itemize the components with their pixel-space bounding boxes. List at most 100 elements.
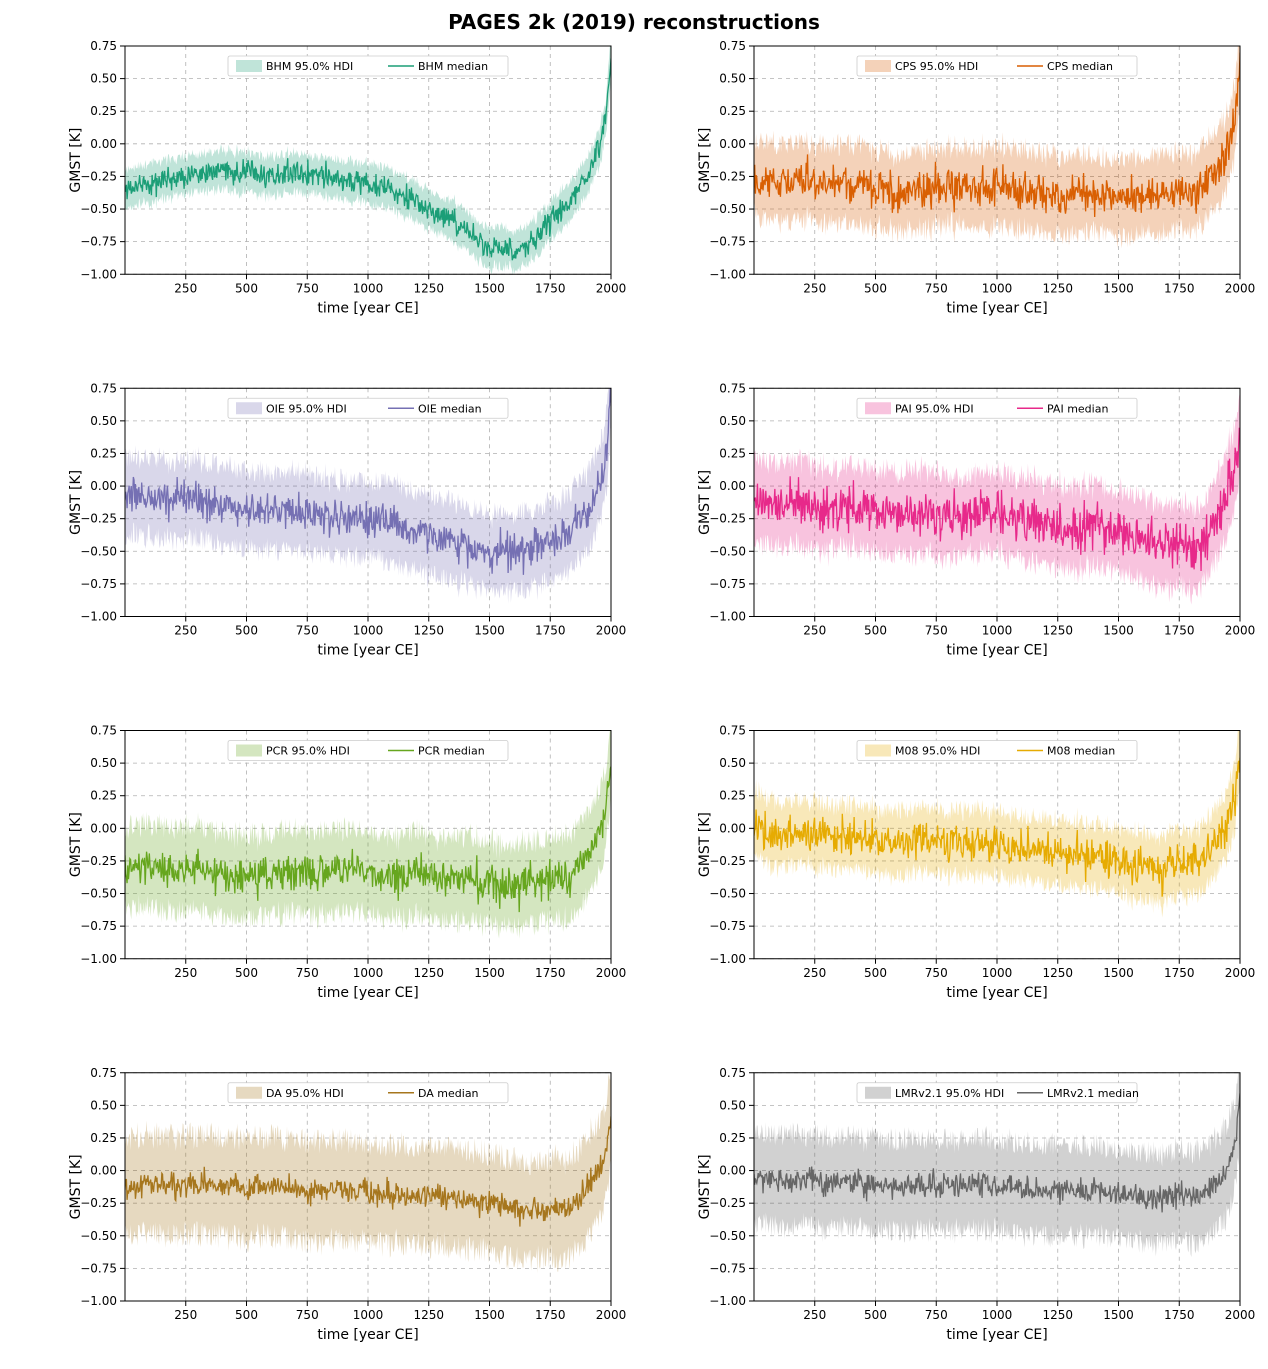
svg-text:−0.50: −0.50	[80, 202, 117, 216]
svg-text:2000: 2000	[1225, 966, 1256, 980]
x-axis-label: time [year CE]	[946, 300, 1047, 316]
svg-text:0.75: 0.75	[90, 724, 117, 738]
x-axis-label: time [year CE]	[317, 985, 418, 1001]
svg-text:500: 500	[235, 281, 258, 295]
svg-text:LMRv2.1 95.0% HDI: LMRv2.1 95.0% HDI	[895, 1087, 1004, 1100]
svg-text:0.25: 0.25	[90, 104, 117, 118]
legend-PCR: PCR 95.0% HDIPCR median	[228, 741, 508, 761]
svg-text:−0.25: −0.25	[80, 169, 117, 183]
svg-text:0.50: 0.50	[90, 414, 117, 428]
legend-CPS: CPS 95.0% HDI CPS median	[857, 56, 1137, 76]
panel-M08: 25050075010001250150017502000−1.00−0.75−…	[697, 715, 1255, 1000]
svg-text:−0.75: −0.75	[80, 1261, 117, 1275]
svg-text:1750: 1750	[1164, 966, 1195, 980]
svg-text:1750: 1750	[535, 624, 566, 638]
svg-text:2000: 2000	[1225, 1308, 1256, 1322]
svg-text:−1.00: −1.00	[709, 610, 746, 624]
legend-LMRv2.1: LMRv2.1 95.0% HDILMRv2.1 median	[857, 1083, 1139, 1103]
svg-text:750: 750	[925, 624, 948, 638]
svg-text:−0.50: −0.50	[709, 887, 746, 901]
svg-text:250: 250	[803, 624, 826, 638]
svg-text:DA median: DA median	[418, 1087, 479, 1100]
svg-text:2000: 2000	[1225, 281, 1256, 295]
legend-DA: DA 95.0% HDIDA median	[228, 1083, 508, 1103]
svg-text:−0.75: −0.75	[709, 1261, 746, 1275]
svg-text:0.00: 0.00	[90, 137, 117, 151]
svg-text:1750: 1750	[535, 281, 566, 295]
svg-text:0.00: 0.00	[90, 479, 117, 493]
svg-text:−0.50: −0.50	[80, 887, 117, 901]
svg-text:CPS median: CPS median	[1047, 60, 1113, 73]
svg-text:−0.50: −0.50	[709, 1229, 746, 1243]
svg-text:−0.75: −0.75	[80, 577, 117, 591]
panel-CPS: 25050075010001250150017502000−1.00−0.75−…	[697, 16, 1255, 316]
svg-text:2000: 2000	[1225, 624, 1256, 638]
svg-text:1500: 1500	[1103, 1308, 1134, 1322]
svg-text:2000: 2000	[596, 966, 627, 980]
legend-OIE: OIE 95.0% HDI OIE median	[228, 398, 508, 418]
svg-text:1250: 1250	[1042, 966, 1073, 980]
svg-text:PCR 95.0% HDI: PCR 95.0% HDI	[266, 745, 350, 758]
svg-text:1000: 1000	[982, 966, 1013, 980]
svg-text:−1.00: −1.00	[80, 952, 117, 966]
svg-text:CPS 95.0% HDI: CPS 95.0% HDI	[895, 60, 978, 73]
svg-text:0.00: 0.00	[719, 479, 746, 493]
svg-text:−0.25: −0.25	[80, 854, 117, 868]
svg-text:BHM median: BHM median	[418, 60, 488, 73]
svg-text:750: 750	[925, 1308, 948, 1322]
svg-text:−0.50: −0.50	[709, 202, 746, 216]
y-axis-label: GMST [K]	[697, 128, 713, 193]
svg-text:0.50: 0.50	[719, 72, 746, 86]
svg-text:500: 500	[235, 624, 258, 638]
svg-text:1750: 1750	[1164, 624, 1195, 638]
hdi-band-LMRv2.1	[754, 1046, 1240, 1257]
y-axis-label: GMST [K]	[68, 812, 84, 877]
x-axis-label: time [year CE]	[946, 985, 1047, 1001]
svg-text:750: 750	[296, 624, 319, 638]
svg-text:1500: 1500	[474, 281, 505, 295]
svg-text:250: 250	[174, 966, 197, 980]
svg-text:−1.00: −1.00	[709, 267, 746, 281]
figure: PAGES 2k (2019) reconstructions 25050075…	[0, 0, 1268, 1369]
svg-text:0.75: 0.75	[719, 381, 746, 395]
svg-text:1750: 1750	[1164, 1308, 1195, 1322]
svg-text:2000: 2000	[596, 1308, 627, 1322]
svg-text:−1.00: −1.00	[709, 952, 746, 966]
svg-text:0.25: 0.25	[719, 446, 746, 460]
legend-BHM: BHM 95.0% HDIBHM median	[228, 56, 508, 76]
svg-text:750: 750	[925, 966, 948, 980]
y-axis-label: GMST [K]	[68, 1154, 84, 1219]
svg-text:500: 500	[864, 281, 887, 295]
svg-text:0.50: 0.50	[719, 1098, 746, 1112]
svg-text:1250: 1250	[413, 624, 444, 638]
y-axis-label: GMST [K]	[697, 470, 713, 535]
svg-text:750: 750	[296, 281, 319, 295]
svg-text:1250: 1250	[1042, 624, 1073, 638]
svg-text:−0.75: −0.75	[709, 235, 746, 249]
svg-text:−0.25: −0.25	[709, 169, 746, 183]
svg-text:250: 250	[174, 281, 197, 295]
svg-text:1000: 1000	[982, 624, 1013, 638]
svg-text:500: 500	[864, 624, 887, 638]
panel-PAI: 25050075010001250150017502000−1.00−0.75−…	[697, 381, 1255, 658]
svg-text:1000: 1000	[982, 1308, 1013, 1322]
svg-text:1000: 1000	[353, 624, 384, 638]
panel-DA: 25050075010001250150017502000−1.00−0.75−…	[68, 1062, 626, 1343]
svg-text:OIE 95.0% HDI: OIE 95.0% HDI	[266, 402, 347, 415]
svg-text:−0.75: −0.75	[709, 919, 746, 933]
svg-text:−0.25: −0.25	[709, 1196, 746, 1210]
svg-text:−1.00: −1.00	[80, 1294, 117, 1308]
svg-text:500: 500	[864, 1308, 887, 1322]
svg-text:750: 750	[296, 966, 319, 980]
svg-text:−0.25: −0.25	[80, 512, 117, 526]
svg-text:750: 750	[925, 281, 948, 295]
svg-text:1500: 1500	[474, 624, 505, 638]
panel-LMRv2.1: 25050075010001250150017502000−1.00−0.75−…	[697, 1046, 1255, 1343]
y-axis-label: GMST [K]	[697, 812, 713, 877]
svg-text:1500: 1500	[1103, 966, 1134, 980]
svg-text:1000: 1000	[353, 966, 384, 980]
svg-text:OIE median: OIE median	[418, 402, 482, 415]
svg-text:0.75: 0.75	[90, 1066, 117, 1080]
svg-text:500: 500	[235, 966, 258, 980]
panel-OIE: 25050075010001250150017502000−1.00−0.75−…	[68, 364, 626, 659]
